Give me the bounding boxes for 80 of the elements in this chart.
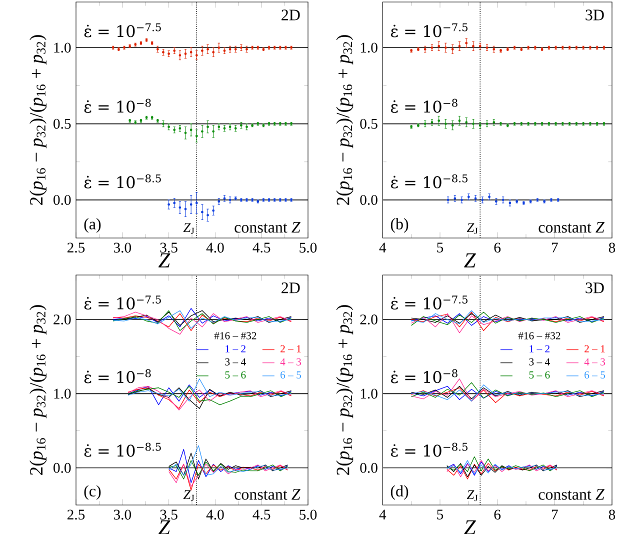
x-tick-label: 2.5 <box>67 510 85 520</box>
annotation: 2D <box>282 282 300 294</box>
x-axis-title: Z <box>464 520 476 534</box>
y-tick-label: 0.0 <box>54 194 71 205</box>
x-tick-label: 6 <box>494 242 501 253</box>
annotation: (b) <box>390 218 408 233</box>
legend-label: 1 – 2 <box>530 345 550 352</box>
legend-label: 5 – 6 <box>529 371 550 379</box>
ref-line-label: Z$_{J}$ <box>466 223 478 234</box>
annotation: (d) <box>390 485 408 500</box>
y-tick-label: 2.0 <box>54 314 71 324</box>
ref-line-label: Z$_{J}$ <box>183 490 194 502</box>
x-tick-label: 4.5 <box>252 510 270 520</box>
annotation: constant Z <box>234 222 300 233</box>
y-tick-label: 1.0 <box>360 42 378 53</box>
annotation: ε̇ = 10$^{−7.5}$ <box>84 296 161 310</box>
legend-title: #16 – #32 <box>518 332 560 340</box>
x-axis-title: Z <box>158 253 170 268</box>
legend-label: 2 – 1 <box>584 345 605 352</box>
annotation: (c) <box>84 485 101 500</box>
x-tick-label: 4 <box>379 510 386 520</box>
legend-label: 5 – 6 <box>225 371 246 379</box>
x-tick-label: 8 <box>608 510 616 520</box>
x-tick-label: 2.5 <box>67 242 85 253</box>
x-axis-title: Z <box>464 253 476 268</box>
y-tick-label: 0.0 <box>54 462 71 473</box>
x-tick-label: 5.0 <box>300 510 317 520</box>
legend-label: 1 – 2 <box>226 345 246 352</box>
y-tick-label: 1.0 <box>54 42 71 53</box>
y-tick-label: 0.5 <box>360 118 378 129</box>
y-tick-label: 1.0 <box>360 388 378 399</box>
legend-label: 3 – 4 <box>225 358 246 366</box>
annotation: 3D <box>586 282 604 294</box>
legend-label: 3 – 4 <box>529 358 550 366</box>
annotation: ε̇ = 10$^{−7.5}$ <box>390 296 468 310</box>
annotation: ε̇ = 10$^{−7.5}$ <box>84 23 161 38</box>
y-tick-label: 1.0 <box>54 388 71 399</box>
x-tick-label: 3.0 <box>114 242 132 253</box>
annotation: ε̇ = 10$^{−8}$ <box>390 98 458 113</box>
x-tick-label: 3.5 <box>160 510 178 520</box>
ref-line-label: Z$_{J}$ <box>466 490 478 502</box>
legend-label: 4 – 3 <box>280 358 301 366</box>
x-tick-label: 8 <box>608 242 616 253</box>
x-tick-label: 4.0 <box>206 510 224 520</box>
x-tick-label: 4.0 <box>206 242 224 253</box>
x-tick-label: 5 <box>437 510 444 520</box>
annotation: constant Z <box>538 489 604 500</box>
legend-label: 6 – 5 <box>280 371 301 379</box>
annotation: (a) <box>84 218 101 233</box>
y-tick-label: 0.0 <box>360 194 378 205</box>
legend-title: #16 – #32 <box>214 332 256 340</box>
y-tick-label: 0.0 <box>360 462 378 473</box>
annotation: ε̇ = 10$^{−8.5}$ <box>84 174 161 188</box>
annotation: ε̇ = 10$^{−8.5}$ <box>84 442 161 457</box>
legend-label: 4 – 3 <box>584 358 606 366</box>
x-tick-label: 5 <box>437 242 444 252</box>
annotation: ε̇ = 10$^{−8}$ <box>84 369 151 384</box>
x-tick-label: 4.5 <box>252 242 270 253</box>
legend-label: 2 – 1 <box>280 345 301 352</box>
x-tick-label: 5.0 <box>300 242 317 253</box>
annotation: 3D <box>586 10 604 20</box>
x-axis-title: Z <box>158 520 170 534</box>
x-tick-label: 7 <box>552 242 558 252</box>
y-tick-label: 2.0 <box>360 314 378 324</box>
annotation: ε̇ = 10$^{−8.5}$ <box>390 174 468 188</box>
ref-line-label: Z$_{J}$ <box>183 223 194 234</box>
annotation: ε̇ = 10$^{−8}$ <box>84 98 151 113</box>
annotation: ε̇ = 10$^{−8.5}$ <box>390 442 468 457</box>
annotation: ε̇ = 10$^{−7.5}$ <box>390 23 468 38</box>
x-tick-label: 3.0 <box>114 510 132 520</box>
y-tick-label: 0.5 <box>54 118 71 129</box>
x-tick-label: 4 <box>379 242 386 252</box>
annotation: 2D <box>282 10 300 20</box>
annotation: ε̇ = 10$^{−8}$ <box>390 369 458 384</box>
x-tick-label: 7 <box>552 510 558 520</box>
legend-label: 6 – 5 <box>584 371 606 379</box>
x-tick-label: 3.5 <box>160 242 178 253</box>
annotation: constant Z <box>234 489 300 500</box>
annotation: constant Z <box>538 222 604 233</box>
x-tick-label: 6 <box>494 510 501 520</box>
